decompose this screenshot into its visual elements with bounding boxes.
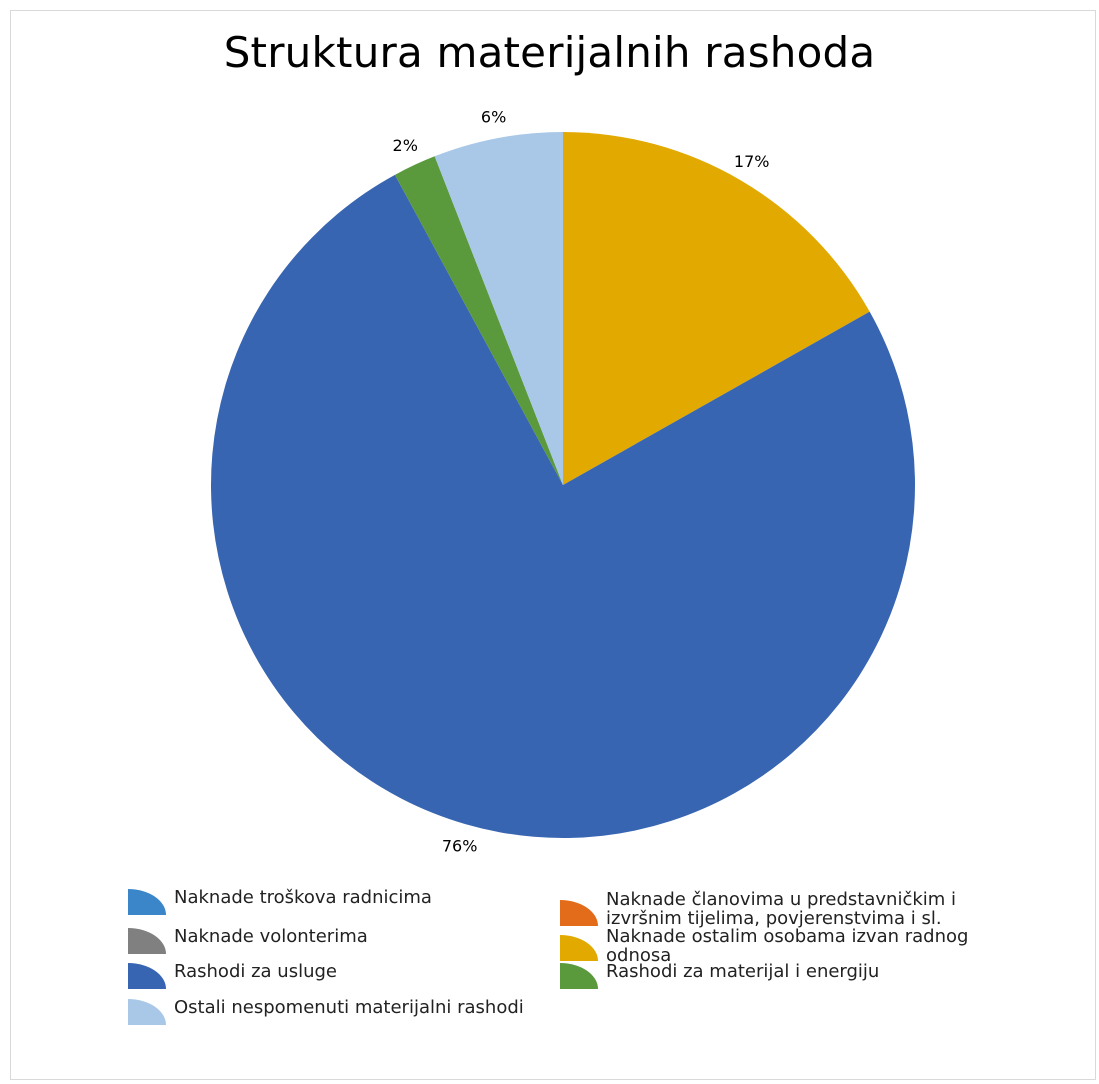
legend-item-naknade-ostalim-osobama: Naknade ostalim osobama izvan radnog odn… xyxy=(560,927,991,965)
pie-slice-6 xyxy=(434,132,563,485)
legend-swatch-icon xyxy=(560,900,598,926)
legend-swatch-icon xyxy=(560,935,598,961)
legend-swatch-icon xyxy=(128,928,166,954)
legend-item-naknade-volonterima: Naknade volonterima xyxy=(128,927,368,954)
legend-label: Ostali nespomenuti materijalni rashodi xyxy=(174,997,524,1018)
legend-swatch-icon xyxy=(128,963,166,989)
pie-chart: 17% 76% 2% 6% xyxy=(211,108,916,855)
pie-slice-3 xyxy=(563,132,870,485)
legend-item-ostali-materijalni-rashodi: Ostali nespomenuti materijalni rashodi xyxy=(128,998,524,1025)
data-label-3: 17% xyxy=(734,152,770,171)
legend-label: Rashodi za materijal i energiju xyxy=(606,961,880,982)
legend-label: Naknade volonterima xyxy=(174,926,368,947)
legend-label: Naknade članovima u predstavničkim i izv… xyxy=(606,889,957,929)
legend-swatch-icon xyxy=(128,999,166,1025)
legend-swatch-icon xyxy=(128,889,166,915)
legend-item-rashodi-za-usluge: Rashodi za usluge xyxy=(128,962,337,989)
legend-swatch-icon xyxy=(560,963,598,989)
legend-item-naknade-troskova-radnicima: Naknade troškova radnicima xyxy=(128,888,432,915)
legend-label: Naknade troškova radnicima xyxy=(174,887,432,908)
data-label-4: 76% xyxy=(442,836,478,855)
legend-item-rashodi-za-materijal: Rashodi za materijal i energiju xyxy=(560,962,879,989)
chart-title: Struktura materijalnih rashoda xyxy=(223,28,876,77)
legend-label: Naknade ostalim osobama izvan radnog odn… xyxy=(606,926,969,966)
legend-label: Rashodi za usluge xyxy=(174,961,337,982)
legend-item-naknade-clanovima: Naknade članovima u predstavničkim i izv… xyxy=(560,890,991,928)
data-label-5: 2% xyxy=(393,136,418,155)
data-label-6: 6% xyxy=(481,108,506,127)
pie-slice-5 xyxy=(394,156,563,485)
pie-slice-4 xyxy=(211,174,916,838)
